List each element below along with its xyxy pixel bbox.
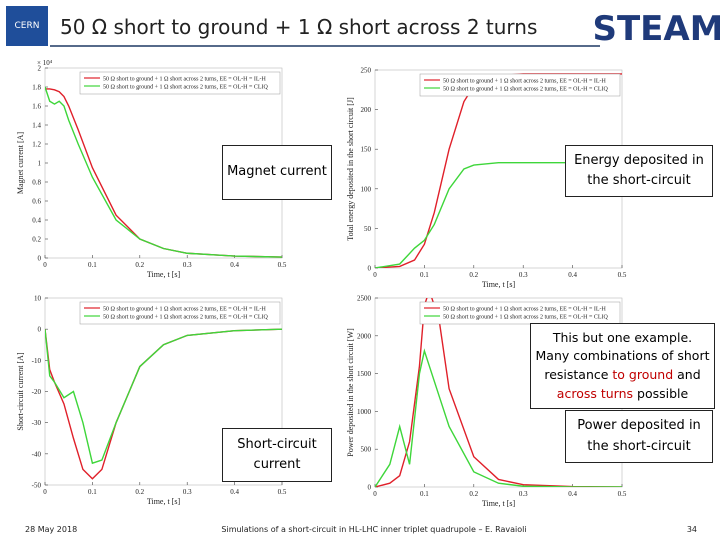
plot [45, 328, 282, 480]
legend-label: 50 Ω short to ground + 1 Ω short across … [103, 84, 269, 90]
callout-text: This but one example. Many combinations … [535, 329, 710, 383]
x-tick-label: 0.2 [135, 488, 144, 496]
x-tick-label: 0 [373, 490, 377, 498]
y-tick-label: 2500 [357, 295, 372, 303]
x-tick-label: 0.4 [568, 490, 577, 498]
x-tick-label: 0 [373, 271, 377, 279]
y-tick-label: 1.2 [32, 141, 41, 149]
y-tick-label: 1 [38, 160, 42, 168]
y-tick-label: 200 [361, 106, 372, 114]
y-axis-label: Total energy deposited in the short circ… [346, 97, 355, 241]
x-tick-label: 0.3 [519, 271, 528, 279]
y-axis-label: Power deposited in the short circuit [W] [346, 328, 355, 457]
callout-energy: Energy deposited in the short-circuit [565, 145, 713, 197]
y-tick-label: 1.4 [32, 122, 41, 130]
y-multiplier: × 10⁴ [37, 59, 53, 67]
legend-label: 50 Ω short to ground + 1 Ω short across … [443, 86, 609, 92]
y-axis-label: Magnet current [A] [16, 132, 25, 195]
callout-short-current: Short-circuit current [222, 428, 332, 482]
callout-highlight: to ground [612, 367, 674, 382]
y-tick-label: 0.4 [32, 217, 41, 225]
x-tick-label: 0.3 [519, 490, 528, 498]
legend-label: 50 Ω short to ground + 1 Ω short across … [103, 76, 267, 82]
series-line [45, 328, 282, 465]
legend-label: 50 Ω short to ground + 1 Ω short across … [443, 306, 607, 312]
x-tick-label: 0.2 [469, 271, 478, 279]
plot [45, 86, 282, 258]
y-tick-label: 1000 [357, 408, 372, 416]
y-tick-label: -10 [32, 357, 42, 365]
y-tick-label: 500 [361, 446, 372, 454]
series-line [45, 86, 282, 258]
y-tick-label: -50 [32, 482, 42, 490]
y-axis-label: Short-circuit current [A] [16, 352, 25, 431]
callout-text: possible [633, 385, 689, 401]
y-tick-label: 0 [38, 255, 42, 263]
x-tick-label: 0.1 [420, 271, 429, 279]
y-tick-label: -40 [32, 450, 42, 458]
x-tick-label: 0.4 [568, 271, 577, 279]
y-tick-label: 0.6 [32, 198, 41, 206]
x-tick-label: 0.5 [618, 490, 627, 498]
callout-example: This but one example. Many combinations … [530, 323, 715, 409]
y-tick-label: 0 [368, 265, 372, 273]
slide-title: 50 Ω short to ground + 1 Ω short across … [60, 15, 537, 39]
legend-label: 50 Ω short to ground + 1 Ω short across … [103, 306, 267, 312]
y-tick-label: 150 [361, 146, 372, 154]
x-axis-label: Time, t [s] [482, 280, 516, 289]
y-tick-label: 0.8 [32, 179, 41, 187]
legend-label: 50 Ω short to ground + 1 Ω short across … [103, 314, 269, 320]
y-tick-label: 0 [368, 484, 372, 492]
x-tick-label: 0.2 [469, 490, 478, 498]
page-number: 34 [687, 525, 697, 534]
x-tick-label: 0.4 [230, 488, 239, 496]
y-tick-label: 1500 [357, 370, 372, 378]
y-tick-label: 10 [34, 295, 42, 303]
footer: Simulations of a short-circuit in HL-LHC… [221, 525, 526, 534]
legend-box [419, 301, 621, 325]
x-tick-label: 0.3 [183, 261, 192, 269]
series-line [375, 161, 622, 268]
x-tick-label: 0.5 [278, 261, 287, 269]
x-tick-label: 0.4 [230, 261, 239, 269]
series-line [375, 348, 622, 487]
x-tick-label: 0.5 [278, 488, 287, 496]
legend-box [79, 71, 281, 95]
y-tick-label: 1.8 [32, 84, 41, 92]
callout-highlight: across turns [556, 385, 634, 401]
date: 28 May 2018 [25, 525, 77, 534]
y-tick-label: 0.2 [32, 236, 41, 244]
y-tick-label: -30 [32, 419, 42, 427]
legend-label: 50 Ω short to ground + 1 Ω short across … [443, 78, 607, 84]
x-tick-label: 0.3 [183, 488, 192, 496]
x-tick-label: 0.5 [618, 271, 627, 279]
steam-logo: STEAM [592, 9, 720, 49]
callout-power: Power deposited in the short-circuit [565, 410, 713, 463]
legend-box [419, 73, 621, 97]
y-tick-label: 2 [38, 65, 42, 73]
x-axis-label: Time, t [s] [147, 270, 181, 279]
legend-box [79, 301, 281, 325]
x-tick-label: 0 [43, 488, 47, 496]
callout-text: and [673, 367, 701, 382]
x-tick-label: 0.1 [88, 261, 97, 269]
cern-logo-text: CERN [15, 21, 40, 31]
y-tick-label: 0 [38, 326, 42, 334]
y-tick-label: 250 [361, 67, 372, 75]
x-axis-label: Time, t [s] [147, 497, 181, 506]
x-tick-label: 0.1 [88, 488, 97, 496]
y-tick-label: 100 [361, 185, 372, 193]
y-tick-label: 50 [364, 225, 372, 233]
y-tick-label: 2000 [357, 332, 372, 340]
y-tick-label: -20 [32, 388, 42, 396]
x-tick-label: 0.1 [420, 490, 429, 498]
x-axis-label: Time, t [s] [482, 499, 516, 508]
legend-label: 50 Ω short to ground + 1 Ω short across … [443, 314, 609, 320]
y-tick-label: 1.6 [32, 103, 41, 111]
x-tick-label: 0.2 [135, 261, 144, 269]
cern-logo [6, 6, 48, 46]
callout-magnet-current: Magnet current [222, 145, 332, 200]
x-tick-label: 0 [43, 261, 47, 269]
